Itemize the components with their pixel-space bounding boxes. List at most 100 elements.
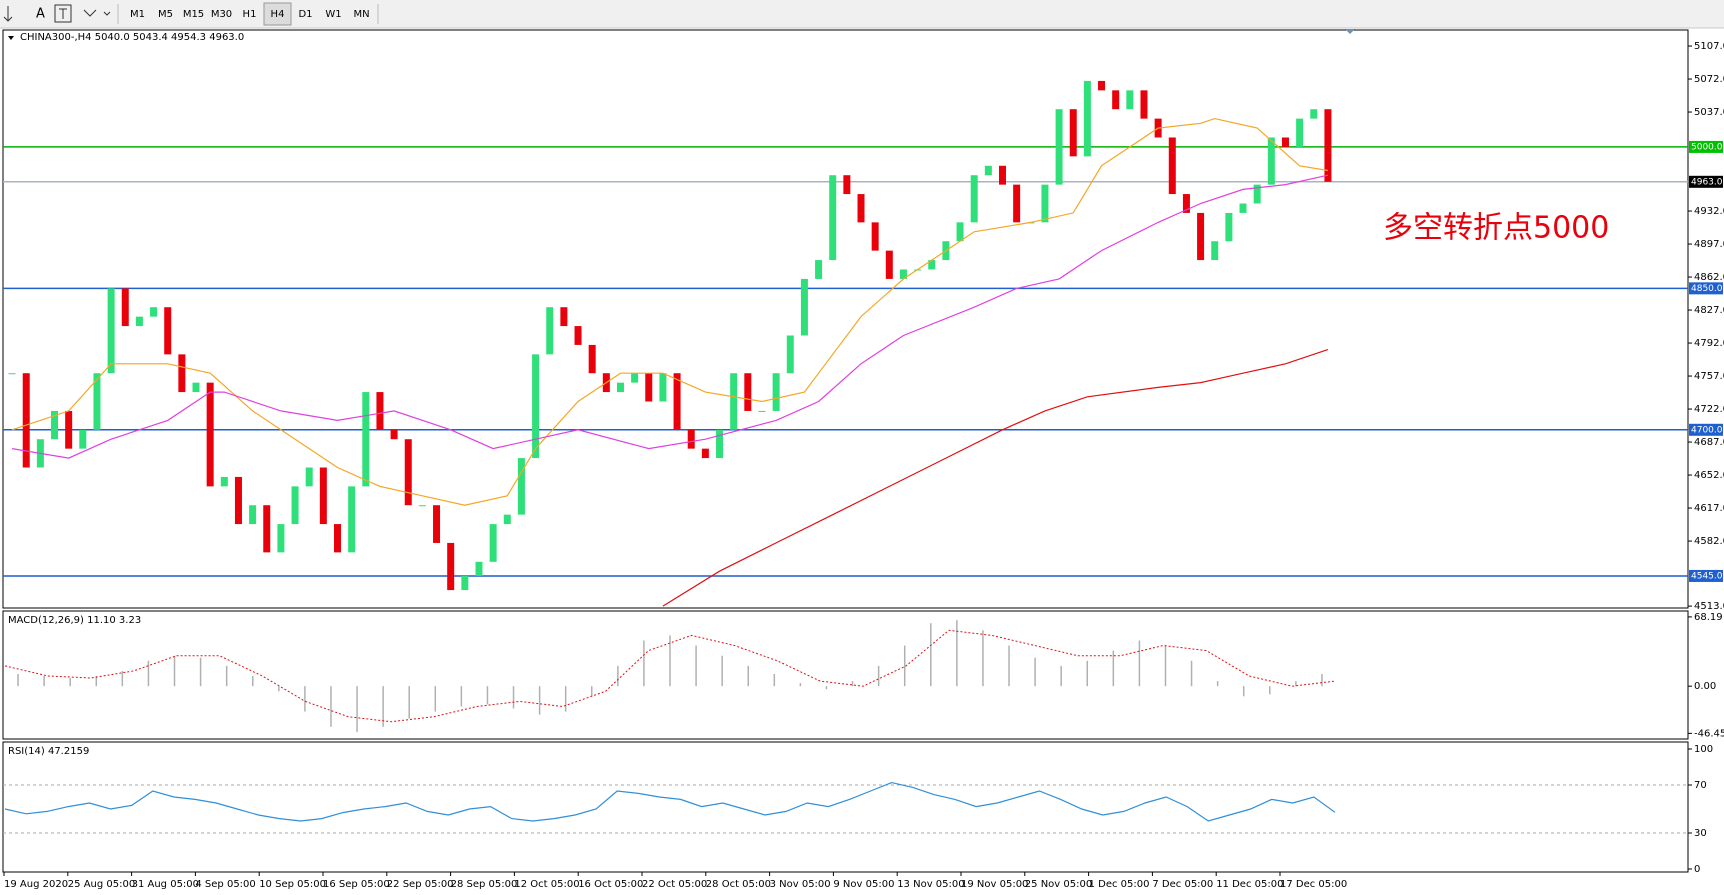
shift-marker <box>1345 29 1355 34</box>
candle <box>376 392 384 430</box>
y-tick-label: 4792.0 <box>1694 338 1724 349</box>
candle <box>234 476 242 525</box>
y-tick-label: -46.45 <box>1694 728 1724 739</box>
toolbar <box>0 0 1724 28</box>
candle <box>51 410 59 440</box>
candle <box>433 505 441 543</box>
candle <box>79 429 87 449</box>
candle <box>772 373 780 411</box>
timeframe-button[interactable]: D1 <box>298 9 312 20</box>
x-tick-label: 22 Oct 05:00 <box>642 879 707 890</box>
candle <box>107 288 115 374</box>
tool-icon[interactable] <box>3 6 13 22</box>
timeframe-button[interactable]: M5 <box>158 9 173 20</box>
candle <box>999 165 1006 185</box>
moving-average <box>12 174 1329 459</box>
candle <box>687 429 695 449</box>
candle <box>404 439 412 506</box>
x-tick-label: 11 Dec 05:00 <box>1216 879 1283 890</box>
x-tick-label: 12 Oct 05:00 <box>514 879 579 890</box>
candle <box>885 250 893 279</box>
candle <box>1324 109 1332 182</box>
macd-label: MACD(12,26,9) 11.10 3.23 <box>8 615 141 626</box>
candle <box>517 458 525 515</box>
candle <box>744 373 752 411</box>
candle <box>701 448 709 459</box>
x-tick-label: 16 Sep 05:00 <box>323 879 390 890</box>
candle <box>121 288 129 327</box>
candle <box>1253 184 1261 204</box>
x-tick-label: 13 Nov 05:00 <box>897 879 964 890</box>
candle <box>829 175 837 261</box>
x-tick-label: 28 Oct 05:00 <box>706 879 771 890</box>
candle <box>8 373 16 375</box>
timeframe-active <box>263 2 292 26</box>
candle <box>461 575 469 591</box>
timeframe-button[interactable]: H4 <box>271 9 285 20</box>
y-tick-label: 4897.0 <box>1694 239 1724 250</box>
y-tick-label: 5072.0 <box>1694 74 1724 85</box>
timeframe-button[interactable]: M15 <box>183 9 204 20</box>
timeframe-button[interactable]: W1 <box>325 9 341 20</box>
candle <box>857 194 865 223</box>
candle <box>220 476 228 487</box>
label-tool[interactable] <box>54 4 72 23</box>
candle <box>758 410 766 412</box>
y-tick-label: 4932.0 <box>1694 206 1724 217</box>
candle <box>560 307 568 327</box>
candle <box>1041 184 1049 223</box>
x-tick-label: 3 Nov 05:00 <box>770 879 831 890</box>
candle <box>1267 137 1275 185</box>
candle <box>93 373 101 430</box>
candle <box>1126 90 1134 110</box>
rsi-panel <box>2 741 1689 873</box>
level-box <box>1689 140 1723 153</box>
y-tick-label: 0.00 <box>1694 681 1716 692</box>
level-box <box>1689 569 1723 582</box>
candle <box>673 373 681 430</box>
x-tick-label: 25 Aug 05:00 <box>68 879 135 890</box>
candle <box>475 561 483 576</box>
timeframe-button[interactable]: M1 <box>130 9 145 20</box>
level-label: 4850.0 <box>1691 284 1723 294</box>
moving-average <box>662 349 1329 607</box>
x-tick-label: 19 Aug 2020 <box>4 879 68 890</box>
candle <box>1211 241 1219 261</box>
level-label: 5000.0 <box>1691 142 1723 152</box>
candle <box>843 175 851 195</box>
x-tick-label: 16 Oct 05:00 <box>578 879 643 890</box>
x-tick-label: 25 Nov 05:00 <box>1025 879 1092 890</box>
candle <box>1013 184 1021 223</box>
candle <box>546 307 554 355</box>
candle <box>800 278 808 336</box>
candle <box>489 524 497 562</box>
candle <box>1310 109 1318 119</box>
timeframe-button[interactable]: H1 <box>243 9 257 20</box>
candle <box>616 382 624 393</box>
candle <box>645 373 653 402</box>
candle <box>206 382 214 487</box>
y-tick-label: 4827.0 <box>1694 305 1724 316</box>
candle <box>150 307 158 317</box>
timeframe-button[interactable]: M30 <box>211 9 232 20</box>
level-label: 4700.0 <box>1691 425 1723 435</box>
candle <box>631 373 639 383</box>
y-tick-label: 4513.0 <box>1694 601 1724 612</box>
y-tick-label: 4617.0 <box>1694 503 1724 514</box>
y-tick-label: 4652.0 <box>1694 470 1724 481</box>
candle <box>1281 137 1289 147</box>
candle <box>390 429 398 440</box>
shapes-tool[interactable] <box>83 9 111 17</box>
x-tick-label: 9 Nov 05:00 <box>833 879 894 890</box>
candle <box>291 486 299 525</box>
candle <box>418 505 426 507</box>
candle <box>362 392 370 487</box>
y-tick-label: 5037.0 <box>1694 107 1724 118</box>
timeframe-button[interactable]: MN <box>353 9 369 20</box>
text-tool[interactable]: A <box>36 7 45 22</box>
y-tick-label: 4687.0 <box>1694 437 1724 448</box>
y-tick-label: 68.19 <box>1694 612 1723 623</box>
candle <box>1055 109 1063 185</box>
